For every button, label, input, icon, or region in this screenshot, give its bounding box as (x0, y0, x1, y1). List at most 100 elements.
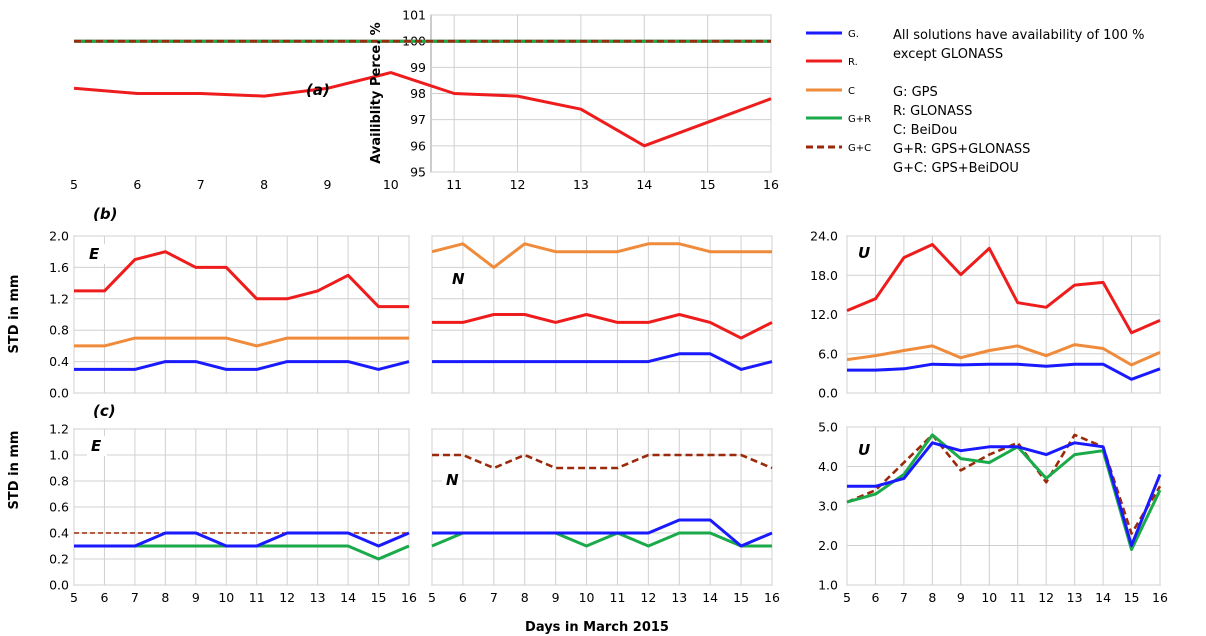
series-line-G (847, 441, 1162, 547)
y-tick-label: 5.0 (818, 420, 838, 435)
series-line-G (432, 518, 773, 548)
x-tick-label: 5 (428, 590, 436, 605)
y-tick-label: 101 (402, 8, 426, 23)
x-tick-label: 13 (671, 590, 687, 605)
y-tick-label: 0.4 (49, 526, 69, 541)
panel-cE: 0.0 0.2 0.4 0.6 0.8 1.0 1.2 5 6 7 8 9 10 11 12 13 14 15 16… (7, 402, 417, 605)
y-tick-label: 0.4 (49, 354, 69, 369)
x-tick-label: 6 (459, 590, 467, 605)
y-tick-label: 1.0 (49, 448, 69, 463)
y-tick-label: 24.0 (810, 229, 838, 244)
series-line-G-plus-R (431, 531, 772, 548)
y-tick-label: 1.2 (49, 291, 69, 306)
component-label-bg (854, 243, 874, 263)
x-tick-label: 5 (843, 590, 851, 605)
legend-label: G. (848, 29, 859, 40)
series-line-G (432, 352, 773, 371)
series-line-R (846, 243, 1161, 335)
y-tick-label: 99 (410, 60, 426, 75)
legend-label: R. (848, 57, 858, 68)
panel-bU: 0.0 6.0 12.0 18.0 24.0 U (810, 229, 1161, 401)
x-tick-label: 12 (1038, 590, 1054, 605)
legend-item: R. (806, 57, 858, 68)
abbrev-beidou: C: BeiDou (893, 123, 957, 138)
availability-note-line-1: All solutions have availability of 100 % (893, 28, 1144, 43)
component-label: U (858, 441, 870, 459)
series-line-R (73, 71, 772, 148)
y-tick-label: 1.6 (49, 260, 69, 275)
series-line-R (74, 250, 409, 309)
x-tick-label: 11 (1010, 590, 1026, 605)
x-tick-label: 10 (218, 590, 234, 605)
y-tick-label: 0.8 (49, 474, 69, 489)
abbrev-gps: G: GPS (893, 85, 938, 100)
legend-label: G+C (848, 143, 871, 154)
x-tick-label: 11 (610, 590, 626, 605)
y-tick-label: 12.0 (810, 307, 838, 322)
series-line-G (847, 362, 1161, 381)
x-tick-label: 5 (70, 177, 78, 192)
x-tick-label: 12 (510, 177, 526, 192)
y-tick-label: 6.0 (818, 346, 838, 361)
x-tick-label: 12 (640, 590, 656, 605)
abbrev-gps-beidou: G+C: GPS+BeiDOU (893, 161, 1019, 176)
x-tick-label: 14 (702, 590, 718, 605)
y-tick-label: 1.2 (49, 422, 69, 437)
x-tick-label: 15 (371, 590, 387, 605)
legend-keys: G. R. C G+R G+C (806, 29, 871, 154)
x-tick-label: 14 (636, 177, 652, 192)
x-tick-label: 11 (249, 590, 265, 605)
x-tick-label: 14 (1095, 590, 1111, 605)
component-label-bg (442, 470, 462, 490)
x-tick-label: 7 (131, 590, 139, 605)
component-label-bg (448, 269, 468, 289)
series-line-G (74, 360, 410, 371)
x-tick-label: 6 (100, 590, 108, 605)
series-line-R (432, 313, 773, 340)
series-line-G-plus-R (74, 544, 410, 561)
x-tick-label: 16 (1152, 590, 1168, 605)
x-tick-label: 15 (1124, 590, 1140, 605)
abbrev-glonass: R: GLONASS (893, 104, 972, 119)
y-axis-title: STD in mm (7, 275, 22, 354)
x-tick-label: 12 (279, 590, 295, 605)
abbrev-gps-glonass: G+R: GPS+GLONASS (893, 142, 1030, 157)
panel-bN: N (431, 235, 773, 394)
x-tick-label: 7 (490, 590, 498, 605)
x-tick-label: 8 (260, 177, 268, 192)
x-tick-label: 6 (871, 590, 879, 605)
legend-item: C (806, 86, 855, 97)
y-tick-label: 3.0 (818, 499, 838, 514)
x-tick-label: 8 (521, 590, 529, 605)
y-axis-title: Availiblity Perce. % (369, 22, 384, 163)
legend-item: G+R (806, 114, 871, 125)
component-label: N (452, 270, 465, 288)
legend-item: G. (806, 29, 859, 40)
x-tick-label: 13 (1067, 590, 1083, 605)
series-line-G-plus-C (432, 453, 773, 470)
y-tick-label: 96 (410, 138, 426, 153)
y-tick-label: 0.0 (818, 386, 838, 401)
panel-label: (c) (93, 402, 116, 420)
x-tick-label: 15 (733, 590, 749, 605)
component-label: N (446, 471, 459, 489)
y-axis-title: STD in mm (7, 431, 22, 510)
x-tick-label: 9 (192, 590, 200, 605)
y-tick-label: 0.8 (49, 323, 69, 338)
y-tick-label: 0.6 (49, 500, 69, 515)
y-tick-label: 18.0 (810, 268, 838, 283)
y-tick-label: 0.0 (49, 386, 69, 401)
x-tick-label: 13 (573, 177, 589, 192)
x-axis-title: Days in March 2015 (525, 620, 669, 635)
y-tick-label: 2.0 (49, 229, 69, 244)
x-tick-label: 7 (197, 177, 205, 192)
series-line-G-plus-R (846, 433, 1162, 551)
y-tick-label: 0.0 (49, 578, 69, 593)
series-line-G (74, 531, 410, 548)
x-tick-label: 14 (340, 590, 356, 605)
series-line-C (74, 336, 409, 348)
x-tick-label: 15 (700, 177, 716, 192)
component-label: E (91, 437, 102, 455)
